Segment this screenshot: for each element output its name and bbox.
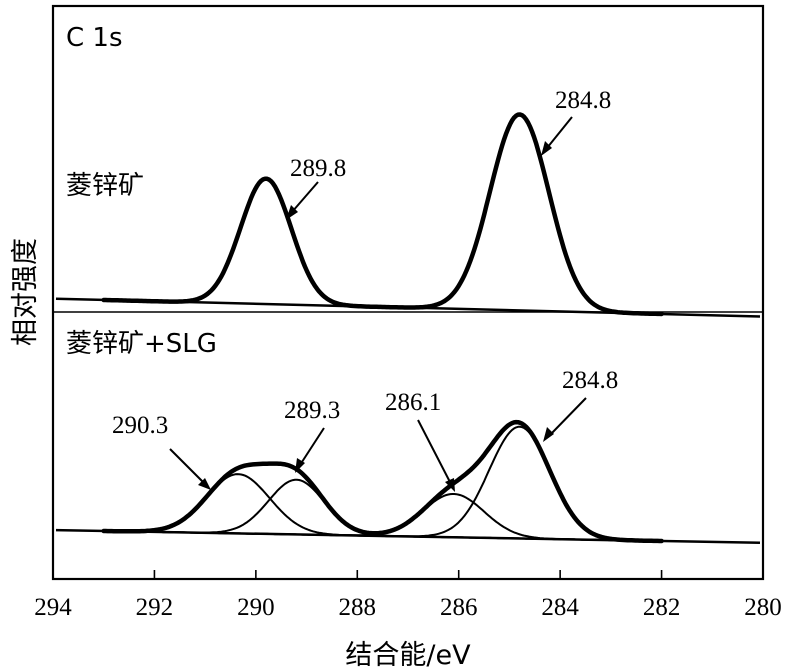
panel-label-c1s: C 1s <box>66 23 123 53</box>
x-tick-label-290: 290 <box>237 594 275 621</box>
peak-label-284-8-bottom: 284.8 <box>562 367 618 394</box>
arrow-289-3 <box>299 427 325 466</box>
sample-label-top: 菱锌矿 <box>66 171 144 201</box>
x-axis-ticks <box>52 570 764 579</box>
bottom-annotations: 290.3 289.3 286.1 284.8 <box>112 367 618 492</box>
x-axis-title: 结合能/eV <box>345 640 471 671</box>
bottom-envelope-curve <box>101 419 664 544</box>
arrowhead-284-8-top <box>541 141 552 156</box>
top-envelope-curve <box>101 112 664 317</box>
peak-label-290-3: 290.3 <box>112 412 168 439</box>
x-tick-label-294: 294 <box>34 594 72 621</box>
arrowhead-290-3 <box>198 478 211 490</box>
arrow-284-8-top <box>546 116 573 149</box>
arrowhead-289-8 <box>286 205 298 220</box>
top-annotations: 289.8 284.8 <box>286 87 611 220</box>
x-tick-label-282: 282 <box>643 594 681 621</box>
peak-label-286-1: 286.1 <box>385 389 441 416</box>
x-axis-tick-labels: 294 292 290 288 286 284 282 280 <box>34 594 782 621</box>
bottom-panel: 290.3 289.3 286.1 284.8 <box>55 367 761 545</box>
y-axis-title: 相对强度 <box>10 238 41 346</box>
x-tick-label-286: 286 <box>440 594 478 621</box>
arrowhead-289-3 <box>295 458 305 473</box>
arrowhead-284-8-bottom <box>543 427 554 442</box>
plot-frame <box>51 4 765 581</box>
arrow-286-1 <box>417 419 452 485</box>
x-tick-label-288: 288 <box>339 594 377 621</box>
x-tick-label-284: 284 <box>541 594 579 621</box>
top-panel: 289.8 284.8 <box>55 87 761 318</box>
peak-label-289-3: 289.3 <box>284 397 340 424</box>
arrow-284-8-bottom <box>549 397 587 436</box>
peak-label-284-8-top: 284.8 <box>555 87 611 114</box>
arrowhead-286-1 <box>445 478 455 492</box>
x-tick-label-292: 292 <box>136 594 174 621</box>
arrow-290-3 <box>169 448 205 484</box>
x-tick-label-280: 280 <box>744 594 782 621</box>
sample-label-bottom: 菱锌矿+SLG <box>66 329 217 359</box>
peak-label-289-8: 289.8 <box>290 155 346 182</box>
arrow-289-8 <box>291 181 319 213</box>
